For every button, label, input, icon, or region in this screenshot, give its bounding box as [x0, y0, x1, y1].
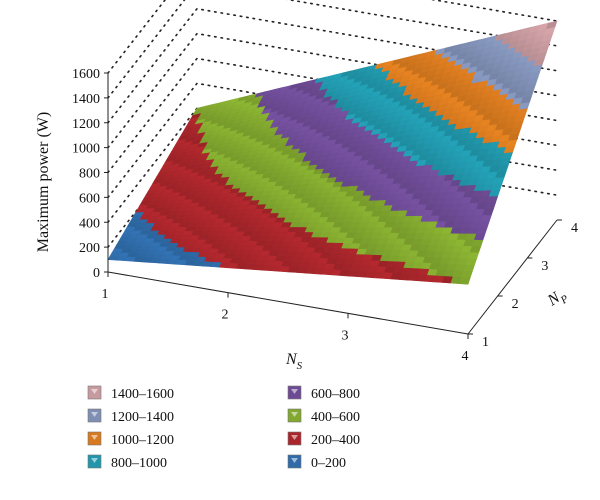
surface-cell: [459, 277, 471, 285]
surface-cell: [465, 258, 477, 266]
legend-label: 400–600: [311, 410, 360, 425]
legend-swatch-glyph: [291, 389, 298, 394]
y-tick-label: 4: [571, 221, 578, 236]
surface-cell: [473, 233, 486, 241]
legend-item: 1400–1600: [87, 385, 174, 402]
surface-cell: [484, 202, 496, 210]
x-axis-line: [107, 271, 469, 335]
z-tick-label: 1600: [72, 67, 100, 82]
surface-cell: [486, 196, 499, 204]
surface-cell: [467, 252, 480, 260]
legend-swatch-glyph: [91, 412, 98, 417]
grid-line-z-1200: [107, 7, 558, 124]
surface-cell: [475, 227, 488, 235]
x-tick-label: 3: [342, 328, 349, 343]
z-tick-label: 400: [79, 216, 100, 231]
legend-label: 200–400: [311, 433, 360, 448]
legend-item: 800–1000: [87, 454, 167, 471]
x-axis-title-sub: S: [297, 360, 303, 372]
x-axis-title-main: N: [285, 351, 298, 368]
legend-item: 600–800: [287, 385, 360, 402]
legend-swatch-glyph: [291, 458, 298, 463]
z-tick-label: 1400: [72, 92, 100, 107]
legend-label: 1400–1600: [111, 387, 174, 402]
legend-item: 200–400: [287, 431, 360, 448]
y-tick-label: 1: [482, 335, 489, 350]
grid-line-z-1000: [107, 32, 558, 149]
surface-cell: [488, 189, 501, 198]
surface-cell: [463, 264, 475, 273]
legend: 1400–1600 1200–1400 1000–1200 800–1000 600–8…: [87, 385, 360, 471]
z-tick-label: 800: [79, 167, 100, 182]
grid-line-z-600: [107, 82, 558, 199]
legend-label: 0–200: [311, 456, 346, 471]
legend-swatch-glyph: [291, 435, 298, 440]
surface-cell: [480, 214, 492, 222]
y-axis-line: [467, 219, 558, 335]
legend-swatch-glyph: [91, 435, 98, 440]
surface-cell: [469, 246, 482, 254]
legend-swatch-glyph: [291, 412, 298, 417]
grid-line-z-800: [107, 57, 558, 174]
legend-label: 800–1000: [111, 456, 167, 471]
surface-cell: [471, 239, 484, 247]
legend-item: 400–600: [287, 408, 360, 425]
legend-label: 1000–1200: [111, 433, 174, 448]
surface-cell: [478, 221, 490, 229]
z-tick-label: 0: [93, 266, 100, 281]
z-axis-title: Maximum power (W): [35, 112, 52, 252]
z-tick-label: 600: [79, 191, 100, 206]
y-axis-title: NP: [544, 285, 571, 313]
surface-cell: [482, 208, 494, 216]
legend-label: 1200–1400: [111, 410, 174, 425]
legend-item: 1000–1200: [87, 431, 174, 448]
surface-cell: [461, 270, 473, 279]
y-tick-label: 3: [541, 259, 548, 274]
surface-plot: [107, 20, 558, 285]
y-tick-label: 2: [512, 297, 519, 312]
z-tick-label: 1200: [72, 117, 100, 132]
x-tick-label: 4: [462, 349, 469, 364]
z-tick-label: 200: [79, 241, 100, 256]
z-tick-label: 1000: [72, 142, 100, 157]
legend-item: 0–200: [287, 454, 346, 471]
legend-swatch-glyph: [91, 389, 98, 394]
x-tick-label: 2: [222, 308, 229, 323]
legend-label: 600–800: [311, 387, 360, 402]
legend-swatch-glyph: [91, 458, 98, 463]
legend-item: 1200–1400: [87, 408, 174, 425]
x-tick-label: 1: [102, 287, 109, 302]
x-axis-title: NS: [285, 351, 303, 372]
